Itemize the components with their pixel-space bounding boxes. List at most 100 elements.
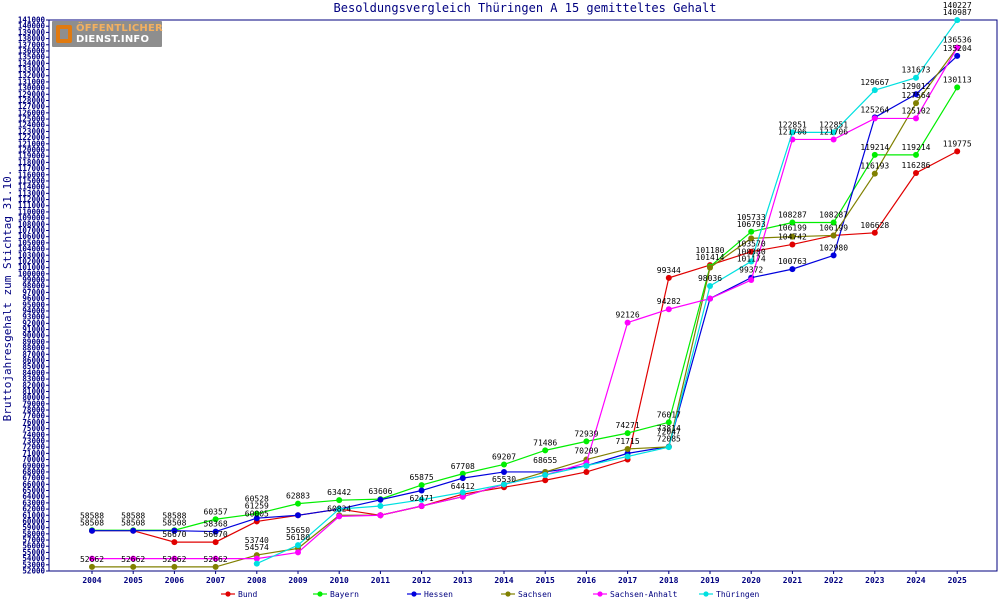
data-point: [212, 528, 219, 535]
y-tick-label: 95000: [22, 300, 45, 309]
x-tick-label: 2017: [618, 576, 637, 585]
data-point: [789, 241, 796, 248]
x-tick-label: 2015: [536, 576, 555, 585]
logo: ÖFFENTLICHER DIENST.INFO: [52, 21, 163, 47]
data-point: [212, 539, 219, 546]
data-label: 108287: [778, 211, 807, 220]
y-tick-label: 63000: [22, 498, 45, 507]
y-tick-label: 62000: [22, 505, 45, 514]
y-tick-label: 92000: [22, 319, 45, 328]
data-label: 74271: [616, 421, 640, 430]
data-label: 60824: [327, 504, 351, 513]
data-label: 131673: [902, 66, 931, 75]
data-point: [789, 266, 796, 273]
data-point: [954, 52, 961, 59]
data-point: [377, 496, 384, 503]
y-tick-label: 74000: [22, 430, 45, 439]
data-point: [171, 555, 178, 562]
legend-swatch-marker: [411, 591, 417, 597]
data-label: 100380: [737, 248, 766, 257]
data-label: 99372: [739, 266, 763, 275]
data-label: 71715: [616, 437, 640, 446]
x-tick-label: 2021: [783, 576, 802, 585]
data-label: 106199: [778, 223, 807, 232]
x-tick-label: 2022: [824, 576, 843, 585]
x-tick-label: 2009: [288, 576, 307, 585]
x-tick-label: 2004: [82, 576, 101, 585]
y-tick-label: 117000: [18, 164, 46, 173]
logo-line-2: DIENST.INFO: [76, 34, 150, 45]
y-tick-label: 136000: [18, 46, 46, 55]
y-tick-label: 124000: [18, 121, 46, 130]
data-point: [789, 233, 796, 240]
data-label: 56670: [204, 530, 228, 539]
data-label: 121706: [819, 127, 848, 136]
x-tick-label: 2023: [865, 576, 884, 585]
data-label: 130113: [943, 75, 972, 84]
legend-item: Bund: [238, 590, 257, 599]
legend-item: Thüringen: [716, 590, 760, 599]
chart-title: Besoldungsvergleich Thüringen A 15 gemit…: [334, 1, 717, 15]
y-tick-label: 102000: [18, 257, 46, 266]
data-label: 106199: [819, 223, 848, 232]
data-point: [171, 527, 178, 534]
x-tick-label: 2008: [247, 576, 266, 585]
data-label: 116286: [902, 161, 931, 170]
data-point: [418, 496, 425, 503]
data-point: [748, 277, 755, 284]
y-tick-label: 93000: [22, 313, 45, 322]
data-point: [583, 468, 590, 475]
data-label: 73814: [657, 424, 681, 433]
data-point: [295, 549, 301, 556]
data-point: [830, 232, 837, 239]
y-tick-label: 94000: [22, 306, 45, 315]
data-point: [748, 258, 755, 265]
data-label: 58368: [204, 520, 228, 529]
y-tick-label: 139000: [18, 28, 46, 37]
data-point: [789, 219, 796, 226]
legend-item: Sachsen-Anhalt: [610, 590, 678, 599]
y-tick-label: 106000: [18, 232, 46, 241]
data-label: 129667: [860, 78, 889, 87]
y-tick-label: 84000: [22, 368, 45, 377]
data-label: 72939: [574, 429, 598, 438]
data-label: 101414: [696, 253, 725, 262]
data-label: 58588: [80, 512, 104, 521]
data-point: [748, 235, 755, 242]
series-line: [256, 19, 958, 565]
data-label: 122851: [819, 120, 848, 129]
data-label: 129012: [902, 82, 931, 91]
data-point: [459, 475, 466, 482]
y-tick-label: 111000: [18, 201, 46, 210]
data-point: [89, 527, 95, 534]
data-point: [130, 555, 137, 562]
y-tick-label: 128000: [18, 96, 46, 105]
y-tick-label: 57000: [22, 536, 45, 545]
y-tick-label: 141000: [18, 16, 46, 25]
legend-item: Bayern: [330, 590, 359, 599]
data-point: [212, 555, 219, 562]
data-point: [954, 148, 961, 155]
data-label: 58588: [121, 512, 145, 521]
data-point: [624, 319, 631, 326]
y-tick-label: 98000: [22, 282, 45, 291]
data-point: [830, 129, 837, 136]
y-tick-label: 83000: [22, 375, 45, 384]
data-point: [295, 542, 301, 549]
data-point: [871, 229, 878, 236]
data-point: [830, 136, 837, 143]
data-point: [954, 84, 961, 91]
data-point: [954, 17, 961, 24]
y-tick-label: 97000: [22, 288, 45, 297]
x-tick-label: 2005: [124, 576, 143, 585]
y-tick-label: 99000: [22, 276, 45, 285]
y-tick-label: 121000: [18, 139, 46, 148]
data-label: 98036: [698, 274, 722, 283]
y-tick-label: 56000: [22, 542, 45, 551]
data-point: [913, 151, 919, 158]
data-label: 116193: [860, 162, 889, 171]
y-tick-label: 67000: [22, 474, 45, 483]
series-line: [92, 47, 958, 568]
data-label: 119214: [860, 143, 889, 152]
data-label: 52662: [162, 555, 186, 564]
